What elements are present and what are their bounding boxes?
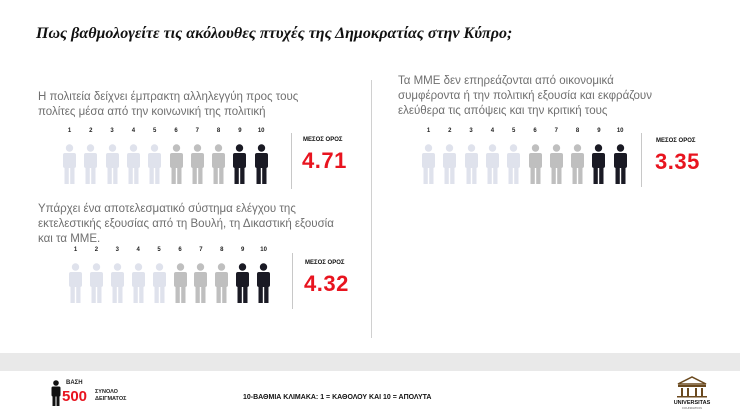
person-figure-4 [126, 144, 141, 189]
person-figure-2 [89, 263, 104, 308]
person-figure-6 [169, 144, 184, 189]
base-sub-1: ΣΥΝΟΛΟ [95, 389, 118, 395]
scale-number: 5 [512, 128, 516, 134]
person-figure-3 [464, 144, 479, 189]
person-figure-7 [193, 263, 208, 308]
person-figure-5 [152, 263, 167, 308]
mean-label: ΜΕΣΟΣ ΟΡΟΣ [656, 138, 696, 144]
base-value: 500 [62, 388, 88, 405]
person-figure-10 [256, 263, 271, 308]
scale-number: 5 [153, 128, 157, 134]
person-figure-3 [110, 263, 125, 308]
mean-label: ΜΕΣΟΣ ΟΡΟΣ [303, 137, 343, 143]
logo-subtext: FOUNDATION [682, 406, 702, 410]
person-figure-5 [147, 144, 162, 189]
person-icon [51, 380, 61, 406]
scale-number: 1 [73, 247, 78, 253]
page-title: Πως βαθμολογείτε τις ακόλουθες πτυχές τη… [36, 25, 513, 42]
base-sub-2: ΔΕΙΓΜΑΤΟΣ [95, 395, 127, 402]
scale-number: 5 [157, 247, 161, 253]
column-divider [371, 80, 372, 338]
chart-panel-3: Τα ΜΜΕ δεν επηρεάζονται από οικονομικά σ… [398, 74, 668, 119]
scale-number: 4 [490, 128, 495, 134]
scale-number: 3 [115, 247, 119, 253]
footer-band [0, 353, 740, 371]
scale-number: 3 [110, 128, 114, 134]
scale-number: 2 [89, 128, 93, 134]
scale-number: 8 [220, 247, 224, 253]
person-figure-8 [211, 144, 226, 189]
mean-separator [641, 133, 642, 187]
scale-number: 2 [448, 128, 452, 134]
base-label: ΒΑΣΗ [66, 380, 83, 386]
building-icon: UNIVERSITAS FOUNDATION [674, 376, 711, 410]
mean-value: 4.32 [304, 271, 349, 296]
person-figure-4 [131, 263, 146, 308]
footer [0, 371, 740, 416]
person-figure-4 [485, 144, 500, 189]
statement-1: Η πολιτεία δείχνει έμπρακτη αλληλεγγύη π… [38, 91, 299, 118]
person-figure-9 [591, 144, 606, 189]
person-figure-1 [62, 144, 77, 189]
logo-text: UNIVERSITAS [674, 400, 711, 406]
scale-number: 2 [94, 247, 99, 253]
person-figure-8 [214, 263, 229, 308]
scale-number: 4 [131, 128, 136, 134]
scale-number: 3 [469, 128, 473, 134]
person-figure-6 [173, 263, 188, 308]
person-figure-2 [442, 144, 457, 189]
scale-number: 10 [260, 247, 267, 253]
scale-note: 10-ΒΑΘΜΙΑ ΚΛΙΜΑΚΑ: 1 = ΚΑΘΟΛΟΥ ΚΑΙ 10 = … [243, 394, 432, 401]
person-figure-2 [83, 144, 98, 189]
person-figure-6 [528, 144, 543, 189]
mean-value: 4.71 [302, 148, 347, 173]
person-figure-10 [613, 144, 628, 189]
person-figure-7 [190, 144, 205, 189]
person-figure-9 [232, 144, 247, 189]
mean-separator [291, 133, 292, 189]
scale-number: 4 [136, 247, 140, 253]
scale-number: 10 [616, 128, 624, 134]
chart-panel-2: Υπάρχει ένα αποτελεσματικό σύστημα ελέγχ… [38, 202, 338, 247]
scale-number: 7 [554, 128, 558, 134]
scale-number: 1 [426, 128, 431, 134]
person-figure-1 [421, 144, 436, 189]
statement-3: Τα ΜΜΕ δεν επηρεάζονται από οικονομικά σ… [398, 75, 652, 117]
person-figure-9 [235, 263, 250, 308]
scale-number: 7 [199, 247, 203, 253]
mean-value: 3.35 [655, 149, 700, 174]
person-figure-7 [549, 144, 564, 189]
scale-number: 8 [575, 128, 580, 134]
person-figure-3 [105, 144, 120, 189]
chart-panel-1: Η πολιτεία δείχνει έμπρακτη αλληλεγγύη π… [38, 90, 338, 120]
scale-number: 9 [597, 128, 601, 134]
person-figure-8 [570, 144, 585, 189]
person-figure-10 [254, 144, 269, 189]
mean-separator [292, 253, 293, 309]
scale-number: 6 [178, 247, 182, 253]
scale-number: 6 [174, 128, 178, 134]
scale-number: 1 [67, 128, 72, 134]
scale-number: 10 [257, 128, 265, 134]
person-figure-1 [68, 263, 83, 308]
mean-label: ΜΕΣΟΣ ΟΡΟΣ [305, 260, 345, 266]
scale-number: 7 [195, 128, 199, 134]
base-subtitle: ΣΥΝΟΛΟ ΔΕΙΓΜΑΤΟΣ [95, 389, 126, 402]
scale-number: 9 [238, 128, 242, 134]
statement-2: Υπάρχει ένα αποτελεσματικό σύστημα ελέγχ… [38, 203, 334, 245]
person-figure-5 [506, 144, 521, 189]
scale-number: 6 [533, 128, 537, 134]
scale-number: 8 [216, 128, 221, 134]
scale-number: 9 [241, 247, 245, 253]
